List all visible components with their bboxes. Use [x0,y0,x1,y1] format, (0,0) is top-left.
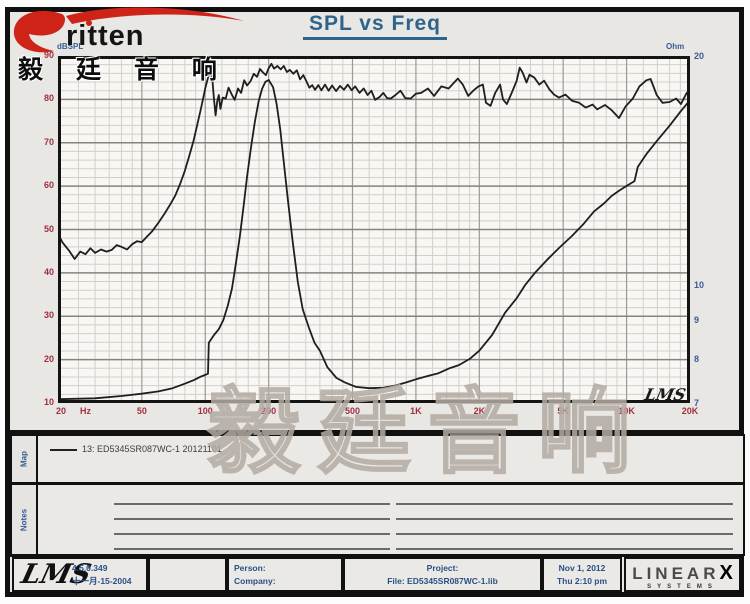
linearx-systems-label: SYSTEMS [647,584,718,590]
brand-logo: ritten [8,4,248,56]
spl-freq-plot [58,56,690,403]
notes-ruled-line [114,533,390,535]
footer-empty-cell [148,557,227,592]
left-axis-tick-label: 50 [43,223,54,234]
notes-ruled-line [396,518,733,520]
x-axis-tick-label: 500 [344,406,360,416]
person-label: Person: [234,563,266,573]
project-label: Project: [426,563,459,573]
map-strip-label: Map [19,451,29,467]
left-axis-tick-label: 40 [43,266,54,277]
x-axis-tick-label: 2K [473,406,486,416]
left-axis-tick-label: 30 [43,310,54,321]
right-axis-tick-label: 20 [694,51,705,61]
notes-strip-label: Notes [19,508,29,531]
page-title: SPL vs Freq [303,12,447,40]
project-file: File: ED5345SR087WC-1.lib [387,576,498,586]
notes-ruled-line [396,533,733,535]
chart-header: SPL vs Freq [0,12,750,40]
footer-lms-cell: LMS 4.5.0.349 十一月-15-2004 [12,557,148,592]
footer-project-cell: Project: File: ED5345SR087WC-1.lib [343,557,542,592]
notes-panel [36,483,745,556]
left-axis-unit-label: dBSPL [57,42,84,51]
lms-version-date: 十一月-15-2004 [72,576,132,586]
legend-line-sample [50,449,77,451]
brand-chinese-name: 毅 廷 音 响 [18,56,230,84]
x-axis-tick-label: 10K [618,406,635,416]
footer-person-cell: Person: Company: [227,557,343,592]
notes-ruled-line [396,503,733,505]
report-date: Nov 1, 2012 [558,563,606,573]
x-axis-tick-label: 100 [197,406,213,416]
right-axis-tick-label: 9 [694,314,700,325]
x-axis-tick-label: 200 [261,406,277,416]
notes-ruled-line [114,518,390,520]
left-axis-tick-label: 20 [43,353,54,364]
left-axis-tick-label: 10 [43,397,54,407]
notes-ruled-line [114,548,390,550]
right-axis-unit-label: Ohm [666,42,685,51]
lms-plot-watermark: LMS [642,385,688,404]
x-axis-tick-label: 50 [136,406,147,416]
linearx-x: X [719,562,733,584]
left-axis-tick-label: 80 [43,93,54,104]
x-axis-tick-label: 20K [681,406,699,416]
logo-wordmark: ritten [66,20,145,52]
lms-version: 4.5.0.349 [72,563,108,573]
linearx-wordmark: LINEAR [632,564,720,583]
logo-i-dot-icon [86,20,92,26]
x-axis-tick-label: 1K [410,406,422,416]
x-axis-tick-label: 5K [557,406,569,416]
map-strip: Map [10,434,38,484]
x-axis-tick-label: Hz [80,406,91,416]
separator-chart-map [6,430,744,434]
report-time: Thu 2:10 pm [556,576,608,586]
legend-entry: 13: ED5345SR087WC-1 20121101 [82,444,222,454]
company-label: Company: [234,576,276,586]
notes-strip: Notes [10,483,38,556]
notes-ruled-line [396,548,733,550]
right-axis-tick-label: 8 [694,353,700,364]
left-axis-tick-label: 60 [43,180,54,191]
footer-date-cell: Nov 1, 2012 Thu 2:10 pm [542,557,622,592]
right-axis-tick-label: 7 [694,398,700,408]
left-axis-tick-label: 90 [43,50,54,60]
notes-ruled-line [114,503,390,505]
left-axis-tick-label: 70 [43,136,54,147]
footer-linearx-cell: LINEARX SYSTEMS [624,557,741,592]
x-axis-tick-label: 20 [56,406,67,416]
right-axis-tick-label: 10 [694,280,705,291]
logo-swoosh-icon [13,7,244,53]
map-panel: 13: ED5345SR087WC-1 20121101 [36,434,745,484]
